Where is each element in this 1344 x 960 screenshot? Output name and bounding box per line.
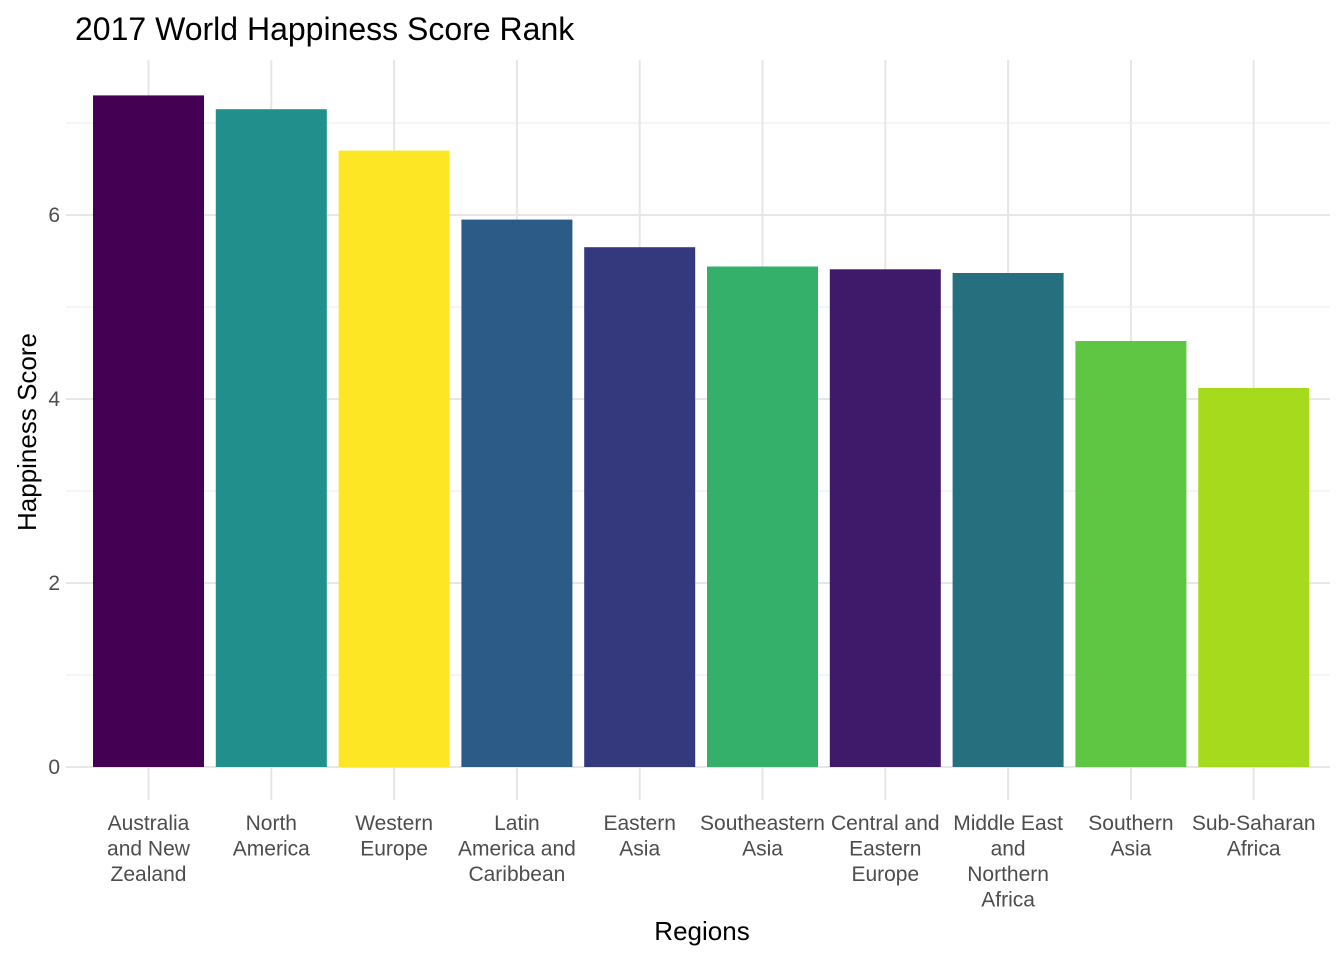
x-tick-label: Latin America and Caribbean [458,812,576,886]
x-tick-label: Middle East and Northern Africa [953,812,1063,912]
bar [584,247,696,767]
bar [93,95,204,767]
x-tick-label: Eastern Asia [604,812,676,861]
x-axis-title: Regions [654,916,749,946]
x-tick-label: Central and Eastern Europe [831,812,940,886]
x-axis-ticks: Australia and New Zealand North America Weste… [107,812,1316,912]
x-tick-label: Sub-Saharan Africa [1192,812,1316,861]
bar [707,266,818,767]
bar [829,269,941,767]
x-tick-label: Southeastern Asia [700,812,825,861]
x-tick-label: Western Europe [355,812,433,861]
y-tick-label: 6 [48,204,60,227]
bar [338,150,450,768]
chart-title: 2017 World Happiness Score Rank [75,11,575,47]
bar [461,219,573,768]
bar [215,109,327,767]
y-tick-label: 4 [48,388,60,411]
x-tick-label: North America [233,812,310,861]
y-axis-title: Happiness Score [12,333,42,531]
y-tick-label: 0 [48,756,60,779]
bar [1075,341,1187,767]
bar [1198,388,1310,767]
y-tick-label: 2 [48,572,60,595]
x-tick-label: Southern Asia [1088,812,1173,861]
x-tick-label: Australia and New Zealand [107,812,191,886]
y-axis-ticks: 0 2 4 6 [48,204,60,779]
bars [93,95,1310,768]
bar [952,273,1064,767]
